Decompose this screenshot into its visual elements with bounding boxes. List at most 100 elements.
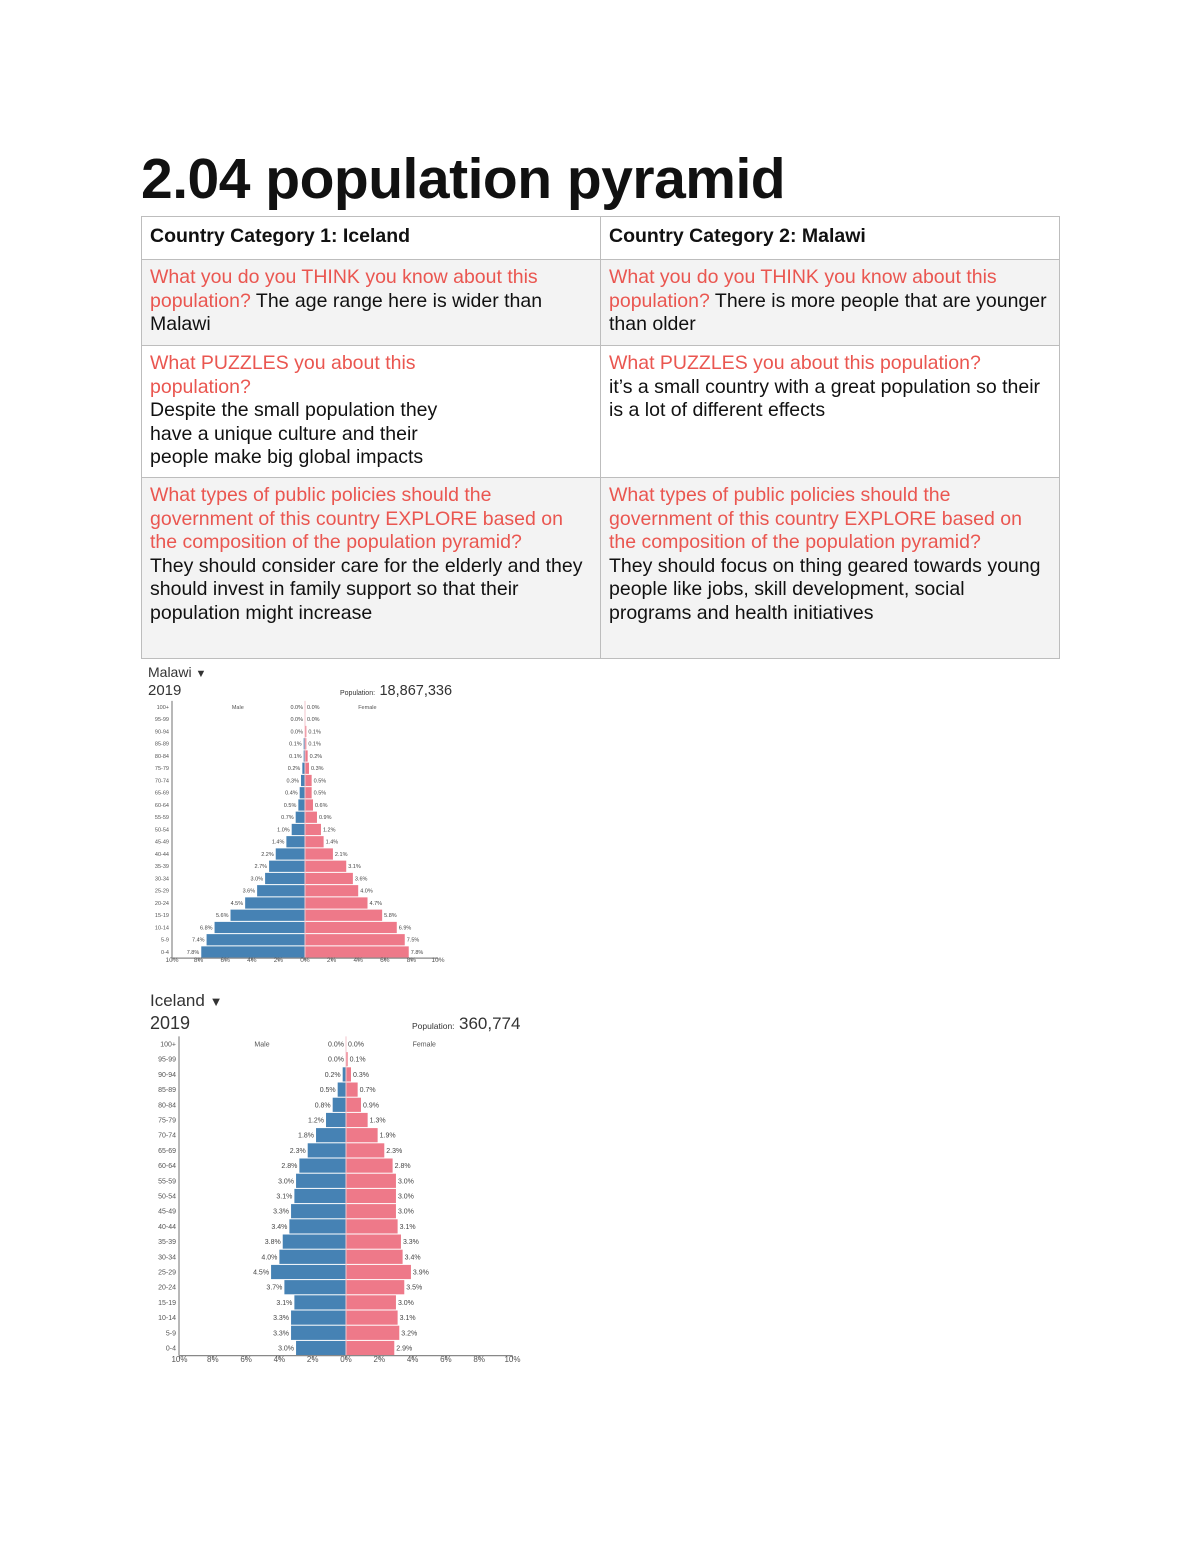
male-bar bbox=[294, 1188, 346, 1204]
country-comparison-table: Country Category 1: Iceland Country Cate… bbox=[141, 216, 1060, 659]
age-group-label: 35-39 bbox=[158, 1239, 176, 1246]
female-value-label: 0.1% bbox=[308, 742, 321, 748]
female-bar bbox=[305, 823, 321, 836]
age-group-label: 0-4 bbox=[161, 950, 169, 956]
male-bar bbox=[201, 946, 305, 958]
age-group-label: 85-89 bbox=[155, 742, 169, 748]
male-value-label: 3.8% bbox=[265, 1239, 281, 1246]
male-bar bbox=[291, 823, 305, 836]
female-value-label: 0.0% bbox=[348, 1041, 364, 1048]
female-value-label: 0.5% bbox=[314, 791, 327, 797]
male-bar bbox=[299, 1158, 346, 1173]
age-group-label: 0-4 bbox=[166, 1345, 176, 1352]
female-value-label: 3.1% bbox=[348, 864, 361, 870]
female-bar bbox=[346, 1173, 396, 1188]
female-bar bbox=[305, 897, 368, 909]
male-bar bbox=[303, 738, 305, 750]
male-value-label: 0.8% bbox=[315, 1102, 331, 1109]
x-tick-label: 6% bbox=[440, 1355, 452, 1364]
male-value-label: 6.8% bbox=[200, 925, 213, 931]
male-value-label: 3.6% bbox=[243, 889, 256, 895]
male-bar bbox=[316, 1128, 346, 1143]
female-value-label: 0.3% bbox=[311, 766, 324, 772]
female-bar bbox=[305, 921, 397, 934]
malawi-country-selector[interactable]: Malawi ▼ bbox=[148, 664, 206, 680]
country-name: Iceland bbox=[150, 991, 205, 1010]
male-bar bbox=[337, 1082, 346, 1097]
male-value-label: 3.0% bbox=[278, 1345, 294, 1352]
male-value-label: 3.3% bbox=[273, 1330, 289, 1337]
question-text: What types of public policies should the… bbox=[150, 484, 563, 553]
male-value-label: 2.3% bbox=[290, 1148, 306, 1155]
female-bar bbox=[305, 787, 312, 799]
female-value-label: 0.1% bbox=[308, 729, 321, 735]
table-cell: What PUZZLES you about this population? D… bbox=[141, 345, 601, 478]
female-bar bbox=[305, 860, 347, 872]
female-value-label: 2.8% bbox=[395, 1163, 411, 1170]
age-group-label: 15-19 bbox=[155, 913, 169, 919]
answer-text: it’s a small country with a great popula… bbox=[609, 375, 1041, 422]
header-iceland: Country Category 1: Iceland bbox=[141, 216, 601, 260]
female-value-label: 3.0% bbox=[398, 1300, 414, 1307]
male-value-label: 3.7% bbox=[266, 1285, 282, 1292]
male-value-label: 0.2% bbox=[288, 766, 301, 772]
answer-text: The age range here is wider than Malawi bbox=[150, 289, 543, 336]
table-row: What PUZZLES you about this population? D… bbox=[141, 345, 1060, 478]
x-tick-label: 10% bbox=[171, 1355, 187, 1364]
age-group-label: 75-79 bbox=[155, 766, 169, 772]
female-bar bbox=[346, 1112, 368, 1128]
age-group-label: 90-94 bbox=[158, 1072, 176, 1079]
male-bar bbox=[265, 872, 305, 885]
male-bar bbox=[245, 897, 305, 909]
male-value-label: 2.8% bbox=[281, 1163, 297, 1170]
male-bar bbox=[298, 799, 305, 811]
female-value-label: 0.0% bbox=[307, 717, 320, 723]
question-text: What you do you THINK you know about thi… bbox=[150, 266, 538, 312]
question-text: What PUZZLES you about this population? bbox=[150, 352, 416, 398]
male-bar bbox=[279, 1249, 346, 1264]
population-label: Population: bbox=[340, 690, 376, 697]
male-bar bbox=[271, 1264, 346, 1280]
male-bar bbox=[282, 1234, 346, 1249]
female-value-label: 0.6% bbox=[315, 803, 328, 809]
x-tick-label: 0% bbox=[300, 957, 310, 964]
female-bar bbox=[346, 1143, 385, 1158]
male-value-label: 1.8% bbox=[298, 1133, 314, 1140]
age-group-label: 10-14 bbox=[158, 1315, 176, 1322]
x-tick-label: 2% bbox=[327, 957, 337, 964]
female-value-label: 3.0% bbox=[398, 1209, 414, 1216]
female-bar bbox=[305, 946, 409, 958]
answer-text: They should focus on thing geared toward… bbox=[609, 554, 1041, 624]
female-value-label: 2.3% bbox=[386, 1148, 402, 1155]
male-value-label: 1.4% bbox=[272, 840, 285, 846]
male-value-label: 0.7% bbox=[281, 815, 294, 821]
male-value-label: 3.1% bbox=[276, 1193, 292, 1200]
male-value-label: 3.1% bbox=[276, 1300, 292, 1307]
female-value-label: 6.9% bbox=[399, 925, 412, 931]
age-group-label: 95-99 bbox=[155, 717, 169, 723]
male-value-label: 0.0% bbox=[290, 729, 303, 735]
female-value-label: 2.1% bbox=[335, 852, 348, 858]
male-bar bbox=[291, 1310, 346, 1325]
female-bar bbox=[346, 1325, 400, 1340]
male-value-label: 1.2% bbox=[308, 1117, 324, 1124]
population-label: Population: bbox=[412, 1021, 455, 1031]
table-cell: What you do you THINK you know about thi… bbox=[141, 259, 601, 346]
malawi-population: Population: 18,867,336 bbox=[340, 682, 452, 700]
x-tick-label: 10% bbox=[431, 957, 444, 964]
female-value-label: 0.3% bbox=[353, 1072, 369, 1079]
female-series-label: Female bbox=[358, 705, 376, 711]
age-group-label: 65-69 bbox=[158, 1148, 176, 1155]
male-value-label: 3.3% bbox=[273, 1209, 289, 1216]
male-bar bbox=[291, 1204, 346, 1219]
female-value-label: 4.0% bbox=[360, 889, 373, 895]
male-value-label: 0.3% bbox=[286, 778, 299, 784]
x-tick-label: 6% bbox=[220, 957, 230, 964]
age-group-label: 90-94 bbox=[155, 729, 169, 735]
country-name: Malawi bbox=[148, 664, 192, 680]
female-bar bbox=[305, 811, 317, 823]
x-tick-label: 10% bbox=[165, 957, 178, 964]
male-value-label: 1.0% bbox=[277, 827, 290, 833]
iceland-country-selector[interactable]: Iceland ▼ bbox=[150, 991, 222, 1011]
answer-text: They should consider care for the elderl… bbox=[150, 554, 583, 624]
